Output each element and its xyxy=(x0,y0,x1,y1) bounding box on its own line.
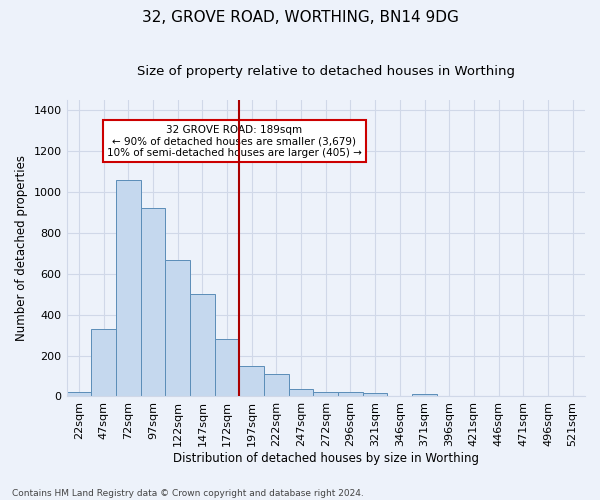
Bar xyxy=(116,180,140,396)
Bar xyxy=(215,339,239,396)
Bar xyxy=(140,208,165,396)
Bar xyxy=(190,294,215,396)
Y-axis label: Number of detached properties: Number of detached properties xyxy=(15,155,28,341)
Bar xyxy=(165,260,190,396)
X-axis label: Distribution of detached houses by size in Worthing: Distribution of detached houses by size … xyxy=(173,452,479,465)
Title: Size of property relative to detached houses in Worthing: Size of property relative to detached ho… xyxy=(137,65,515,78)
Bar xyxy=(412,394,437,396)
Bar xyxy=(67,392,91,396)
Bar xyxy=(91,329,116,396)
Bar xyxy=(239,366,264,396)
Bar xyxy=(313,392,338,396)
Bar xyxy=(264,374,289,396)
Text: 32, GROVE ROAD, WORTHING, BN14 9DG: 32, GROVE ROAD, WORTHING, BN14 9DG xyxy=(142,10,458,25)
Bar xyxy=(289,388,313,396)
Text: 32 GROVE ROAD: 189sqm
← 90% of detached houses are smaller (3,679)
10% of semi-d: 32 GROVE ROAD: 189sqm ← 90% of detached … xyxy=(107,124,362,158)
Bar xyxy=(338,392,363,396)
Bar xyxy=(363,393,388,396)
Text: Contains HM Land Registry data © Crown copyright and database right 2024.: Contains HM Land Registry data © Crown c… xyxy=(12,488,364,498)
